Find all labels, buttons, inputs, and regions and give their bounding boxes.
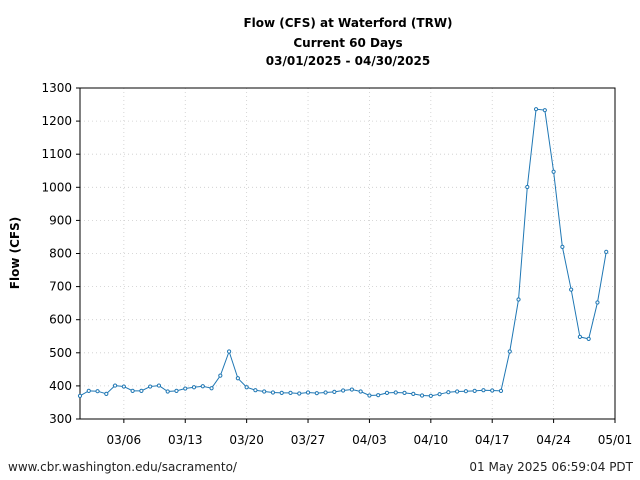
flow-point [516,297,521,302]
flow-point [402,390,407,395]
y-tick-label: 300 [49,412,72,426]
flow-point [262,389,267,394]
flow-point [86,388,91,393]
flow-point [323,390,328,395]
flow-point [218,373,223,378]
flow-point [411,391,416,396]
x-tick-label: 04/24 [536,433,571,447]
flow-point [341,388,346,393]
x-tick-label: 04/17 [475,433,510,447]
flow-point [183,386,188,391]
chart-title-line-1: Flow (CFS) at Waterford (TRW) [243,16,452,30]
flow-point [358,389,363,394]
flow-point [279,390,284,395]
flow-point [139,388,144,393]
flow-point [384,390,390,395]
grid-lines [80,88,615,419]
y-tick-label: 1300 [41,81,72,95]
flow-point [104,391,109,396]
y-tick-label: 700 [49,280,72,294]
flow-point [148,384,153,389]
flow-point [472,388,477,393]
x-tick-label: 04/10 [414,433,449,447]
generated-timestamp: 01 May 2025 06:59:04 PDT [469,460,633,474]
flow-point [498,388,504,393]
flow-point [533,107,539,112]
flow-point [174,388,179,393]
flow-point [569,287,574,292]
flow-point [393,390,398,395]
flow-point [525,184,530,190]
flow-point [297,391,302,396]
flow-point [191,385,197,390]
flow-point [209,386,214,391]
flow-point [349,387,354,392]
flow-point [200,384,205,389]
flow-point [560,244,565,249]
x-tick-label: 03/06 [107,433,142,447]
flow-point [463,389,469,394]
flow-point [586,336,591,341]
y-tick-label: 600 [49,313,72,327]
flow-point [130,388,135,393]
x-tick-label: 04/03 [352,433,387,447]
chart-title-line-3: 03/01/2025 - 04/30/2025 [266,54,430,68]
flow-point [244,385,249,390]
y-tick-label: 800 [49,247,72,261]
flow-line [79,108,607,397]
flow-point [481,388,486,393]
y-tick-label: 900 [49,213,72,227]
y-axis-label: Flow (CFS) [8,217,22,289]
flow-point [112,383,118,388]
flow-point [376,393,381,398]
flow-point [507,349,512,354]
y-tick-label: 400 [49,379,72,393]
flow-point [156,383,162,388]
flow-point [437,392,442,397]
axes: 300 400 500 600 700 800 900 1000 1100 1200 1300 03/… [41,81,632,447]
flow-point [235,376,240,381]
chart-title-line-2: Current 60 Days [293,36,402,50]
flow-point [542,108,547,113]
x-tick-label: 05/01 [598,433,633,447]
flow-point [77,393,83,398]
x-tick-label: 03/20 [229,433,264,447]
flow-point [332,389,337,394]
flow-point [490,388,495,393]
flow-point [551,169,556,174]
flow-point [419,393,425,398]
x-tick-label: 03/27 [291,433,326,447]
y-tick-label: 500 [49,346,72,360]
flow-point [604,249,609,254]
flow-point [253,388,258,393]
chart-title: Flow (CFS) at Waterford (TRW) Current 60… [243,16,452,68]
flow-point [455,389,460,394]
plot-frame [79,87,616,420]
flow-point [305,390,311,395]
flow-point [446,390,451,395]
flow-point [577,334,583,340]
x-tick-label: 03/13 [168,433,203,447]
source-url: www.cbr.washington.edu/sacramento/ [8,460,237,474]
flow-point [226,349,232,354]
flow-point [165,389,170,394]
flow-point [270,390,276,395]
flow-point [595,300,600,305]
flow-point [121,384,126,389]
flow-point [367,393,372,398]
flow-series [77,107,609,398]
flow-point [428,393,433,398]
y-tick-label: 1200 [41,114,72,128]
flow-point [288,390,293,395]
flow-point [95,389,100,394]
y-tick-label: 1100 [41,147,72,161]
flow-point [314,391,319,396]
y-tick-label: 1000 [41,180,72,194]
